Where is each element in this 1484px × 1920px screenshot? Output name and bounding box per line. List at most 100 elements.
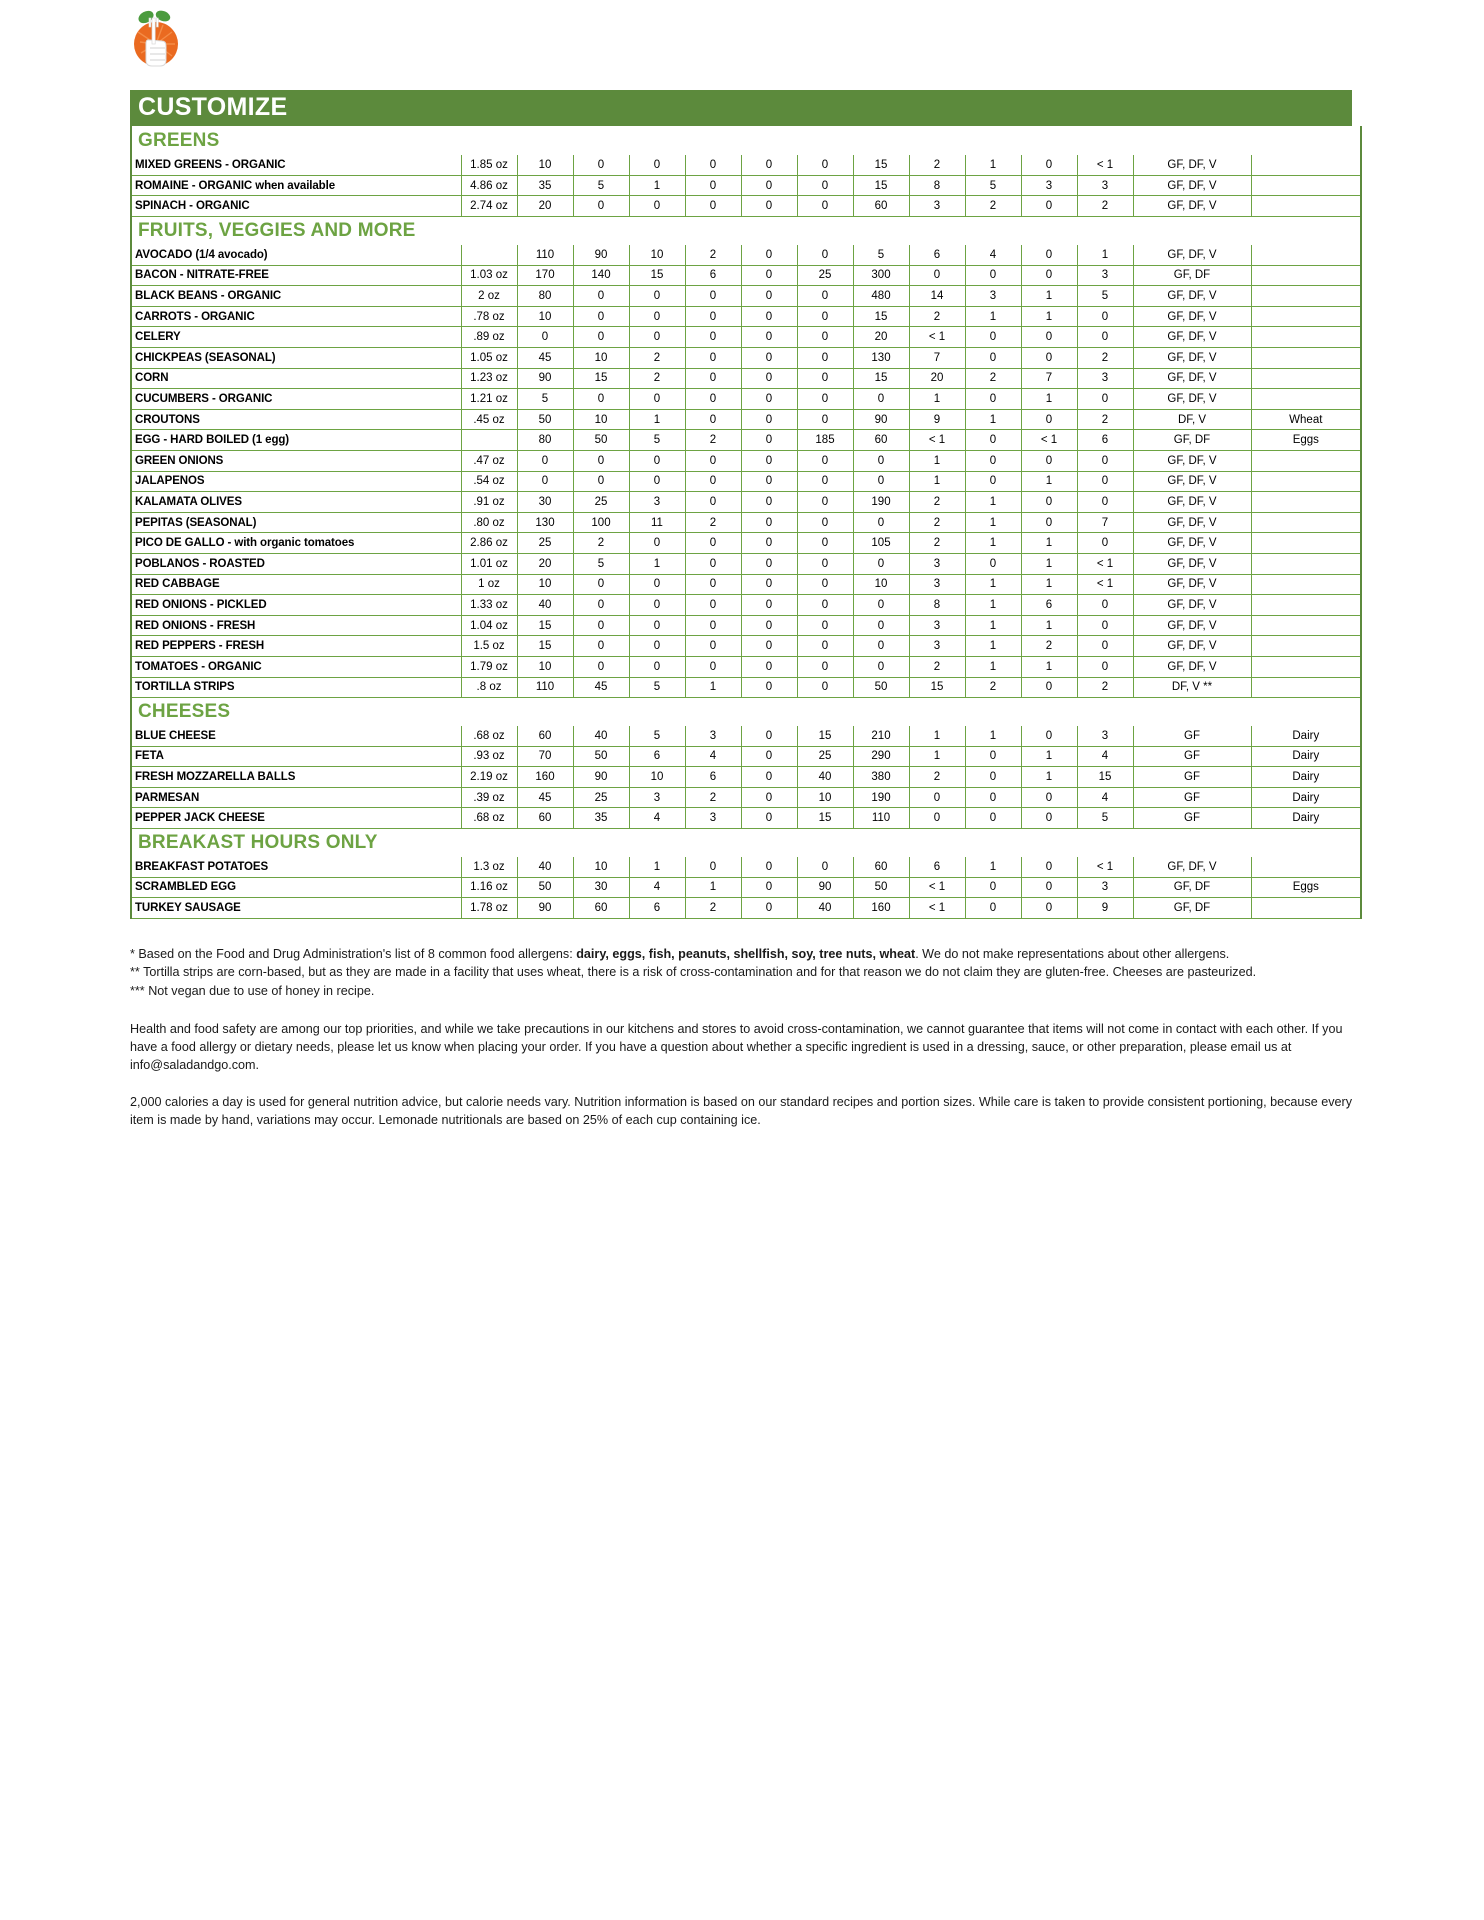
nutrient-value-cell: 7 — [1076, 511, 1134, 534]
nutrient-value-cell: < 1 — [908, 876, 966, 899]
contains-allergen-cell — [1250, 552, 1362, 575]
nutrient-value-cell: 110 — [516, 676, 574, 699]
nutrient-value-cell: 4 — [628, 807, 686, 830]
contains-allergen-cell: Dairy — [1250, 725, 1362, 747]
allergen-free-cell: GF, DF, V — [1132, 594, 1252, 616]
allergen-free-cell: DF, V ** — [1132, 676, 1252, 699]
contains-allergen-cell — [1250, 594, 1362, 616]
allergen-free-cell: GF, DF — [1132, 264, 1252, 287]
nutrient-value-cell: 0 — [964, 745, 1022, 768]
nutrient-value-cell: 3 — [1076, 876, 1134, 899]
serving-size-cell: 2.74 oz — [460, 195, 518, 218]
serving-size-cell: 1.05 oz — [460, 347, 518, 369]
nutrient-value-cell: < 1 — [1076, 856, 1134, 878]
nutrient-value-cell: < 1 — [908, 326, 966, 348]
nutrient-value-cell: 40 — [796, 766, 854, 788]
nutrient-value-cell: 2 — [1076, 676, 1134, 699]
nutrient-value-cell: 1 — [1020, 745, 1078, 768]
nutrient-value-cell: 0 — [796, 614, 854, 637]
nutrient-value-cell: 0 — [572, 614, 630, 637]
nutrient-value-cell: 5 — [628, 429, 686, 451]
nutrient-value-cell: 0 — [908, 807, 966, 830]
table-row: PICO DE GALLO - with organic tomatoes 2.8… — [130, 532, 1362, 554]
table-row: BLACK BEANS - ORGANIC 2 oz 80 0 0 0 0 0 480 14 3 1 5… — [130, 285, 1362, 307]
item-name-cell: BLACK BEANS - ORGANIC — [130, 285, 462, 307]
serving-size-cell: .45 oz — [460, 408, 518, 431]
contains-allergen-cell: Dairy — [1250, 745, 1362, 768]
serving-size-cell — [460, 244, 518, 266]
item-name-cell: CELERY — [130, 326, 462, 348]
nutrient-value-cell: 5 — [628, 725, 686, 747]
nutrient-value-cell: 0 — [740, 195, 798, 218]
nutrient-value-cell: 130 — [516, 511, 574, 534]
serving-size-cell: 2.19 oz — [460, 766, 518, 788]
nutrient-value-cell: 2 — [1076, 408, 1134, 431]
nutrient-value-cell: 50 — [852, 676, 910, 699]
nutrient-value-cell: 10 — [852, 573, 910, 596]
nutrient-value-cell: 0 — [572, 594, 630, 616]
nutrient-value-cell: 0 — [572, 470, 630, 493]
allergen-free-cell: GF, DF, V — [1132, 326, 1252, 348]
nutrient-value-cell: 5 — [572, 552, 630, 575]
nutrient-value-cell: 0 — [572, 655, 630, 678]
nutrient-value-cell: 0 — [740, 511, 798, 534]
nutrient-value-cell: 0 — [572, 635, 630, 657]
nutrient-value-cell: 2 — [684, 897, 742, 919]
nutrient-value-cell: 0 — [740, 264, 798, 287]
contains-allergen-cell — [1250, 532, 1362, 554]
nutrient-value-cell: 0 — [628, 573, 686, 596]
nutrient-value-cell: 0 — [852, 449, 910, 472]
nutrient-value-cell: 0 — [964, 264, 1022, 287]
allergen-free-cell: GF, DF, V — [1132, 449, 1252, 472]
allergen-free-cell: GF, DF, V — [1132, 347, 1252, 369]
nutrient-value-cell: 0 — [740, 573, 798, 596]
nutrient-value-cell: 0 — [796, 305, 854, 328]
nutrient-value-cell: 0 — [684, 195, 742, 218]
nutrient-value-cell: 1 — [964, 511, 1022, 534]
nutrient-value-cell: 0 — [1020, 676, 1078, 699]
nutrient-value-cell: 0 — [516, 326, 574, 348]
nutrient-value-cell: 60 — [852, 856, 910, 878]
item-name-cell: RED CABBAGE — [130, 573, 462, 596]
nutrient-value-cell: 30 — [516, 491, 574, 513]
nutrient-value-cell: 2 — [628, 347, 686, 369]
nutrient-value-cell: 0 — [684, 408, 742, 431]
serving-size-cell: .80 oz — [460, 511, 518, 534]
nutrient-value-cell: 0 — [628, 326, 686, 348]
contains-allergen-cell — [1250, 614, 1362, 637]
nutrient-value-cell: 0 — [740, 367, 798, 390]
nutrient-value-cell: 1 — [964, 614, 1022, 637]
nutrient-value-cell: 40 — [516, 856, 574, 878]
contains-allergen-cell — [1250, 449, 1362, 472]
footnote-tortilla: ** Tortilla strips are corn-based, but a… — [130, 965, 1257, 980]
nutrient-value-cell: 0 — [1020, 347, 1078, 369]
allergen-free-cell: GF, DF, V — [1132, 285, 1252, 307]
nutrient-value-cell: 2 — [908, 305, 966, 328]
table-row: TORTILLA STRIPS .8 oz 110 45 5 1 0 0 50 15 2 0 2 DF, … — [130, 676, 1362, 699]
nutrient-value-cell: 0 — [964, 786, 1022, 809]
item-name-cell: ROMAINE - ORGANIC when available — [130, 174, 462, 197]
nutrient-value-cell: 0 — [964, 470, 1022, 493]
nutrient-value-cell: 1 — [908, 449, 966, 472]
allergen-free-cell: GF, DF, V — [1132, 154, 1252, 176]
nutrient-value-cell: < 1 — [908, 897, 966, 919]
table-row: CUCUMBERS - ORGANIC 1.21 oz 5 0 0 0 0 0 0 1 0 1 0 GF,… — [130, 388, 1362, 410]
nutrient-value-cell: 5 — [1076, 285, 1134, 307]
serving-size-cell: 1.3 oz — [460, 856, 518, 878]
nutrient-value-cell: 25 — [796, 745, 854, 768]
table-row: KALAMATA OLIVES .91 oz 30 25 3 0 0 0 190 2 1 0 0 GF, … — [130, 491, 1362, 513]
nutrient-value-cell: 0 — [740, 897, 798, 919]
contains-allergen-cell — [1250, 573, 1362, 596]
nutrient-value-cell: 25 — [572, 491, 630, 513]
nutrient-value-cell: 15 — [516, 614, 574, 637]
contains-allergen-cell — [1250, 897, 1362, 919]
nutrient-value-cell: 3 — [908, 195, 966, 218]
nutrient-value-cell: 2 — [684, 511, 742, 534]
nutrient-value-cell: 15 — [852, 174, 910, 197]
nutrient-value-cell: 185 — [796, 429, 854, 451]
nutrient-value-cell: 1 — [964, 305, 1022, 328]
nutrient-value-cell: 0 — [1020, 897, 1078, 919]
allergen-free-cell: GF, DF, V — [1132, 470, 1252, 493]
nutrient-value-cell: 50 — [852, 876, 910, 899]
